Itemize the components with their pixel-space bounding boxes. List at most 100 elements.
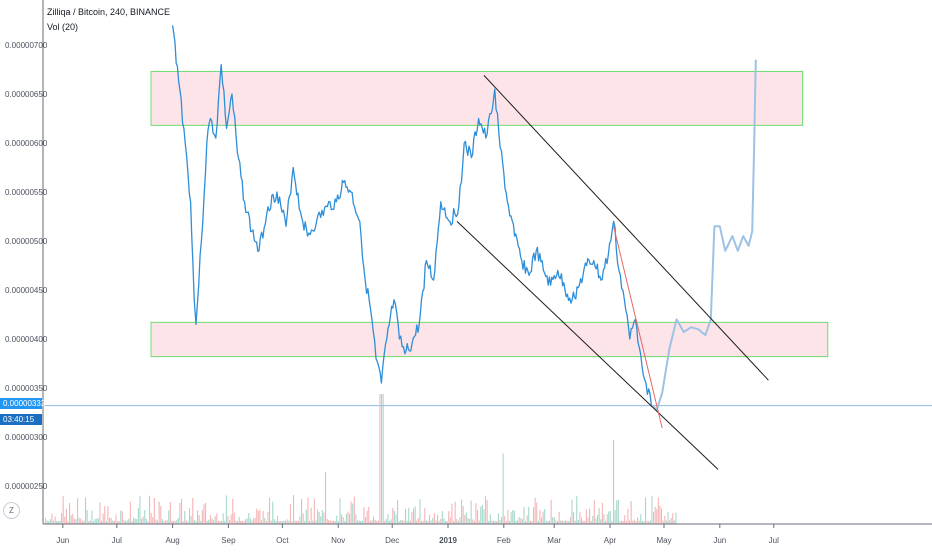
volume-bar bbox=[365, 517, 367, 524]
volume-bar bbox=[641, 521, 643, 524]
volume-bar bbox=[571, 499, 573, 524]
volume-bar bbox=[485, 495, 487, 524]
volume-bar bbox=[331, 520, 333, 524]
x-tick-label: Jun bbox=[713, 536, 726, 545]
volume-bar bbox=[648, 520, 650, 524]
volume-bar bbox=[233, 512, 235, 524]
volume-bar bbox=[163, 521, 165, 524]
volume-bar bbox=[361, 520, 363, 524]
volume-bar bbox=[160, 506, 162, 524]
volume-bar bbox=[582, 520, 584, 524]
volume-bar bbox=[259, 509, 261, 524]
volume-bar bbox=[45, 517, 47, 524]
volume-bar bbox=[520, 518, 522, 524]
volume-indicator-label[interactable]: Vol (20) bbox=[47, 22, 79, 32]
volume-bar bbox=[208, 519, 210, 524]
volume-bar bbox=[336, 515, 338, 524]
volume-bar bbox=[557, 520, 559, 524]
volume-bar bbox=[99, 502, 101, 524]
volume-bar bbox=[169, 502, 171, 524]
volume-bar bbox=[664, 515, 666, 524]
volume-bar bbox=[613, 439, 615, 524]
volume-bar bbox=[629, 520, 631, 524]
volume-bar bbox=[510, 512, 512, 524]
projection-line bbox=[650, 59, 757, 411]
volume-bar bbox=[558, 511, 560, 524]
zone-rect bbox=[150, 321, 829, 358]
volume-bar bbox=[480, 506, 482, 524]
volume-bar bbox=[609, 510, 611, 524]
volume-bar bbox=[371, 520, 373, 524]
volume-bar bbox=[65, 509, 67, 524]
volume-bar bbox=[659, 505, 661, 524]
volume-bar bbox=[467, 517, 469, 524]
volume-bar bbox=[528, 506, 530, 524]
volume-bar bbox=[534, 497, 536, 524]
volume-bar bbox=[224, 520, 226, 524]
volume-bar bbox=[523, 507, 525, 524]
volume-bar bbox=[109, 517, 111, 524]
volume-bar bbox=[483, 509, 485, 524]
volume-bar bbox=[670, 518, 672, 524]
volume-bar bbox=[216, 513, 218, 524]
y-tick-label: 0.00000350 bbox=[5, 384, 48, 393]
y-tick-label: 0.00000300 bbox=[5, 433, 48, 442]
volume-bar bbox=[205, 502, 207, 524]
volume-bar bbox=[326, 518, 328, 524]
volume-bar bbox=[296, 521, 298, 524]
volume-bar bbox=[542, 511, 544, 524]
volume-bar bbox=[96, 518, 98, 524]
volume-bar bbox=[57, 521, 59, 524]
volume-bar bbox=[221, 521, 223, 524]
volume-bar bbox=[53, 520, 55, 524]
volume-bar bbox=[333, 521, 335, 524]
volume-bar bbox=[134, 518, 136, 524]
volume-bar bbox=[112, 520, 114, 524]
volume-bar bbox=[421, 521, 423, 524]
volume-bar bbox=[128, 518, 130, 524]
volume-bar bbox=[56, 521, 58, 524]
countdown-badge: 03:40:15 bbox=[0, 414, 42, 425]
volume-bar bbox=[457, 520, 459, 524]
volume-bar bbox=[261, 520, 263, 524]
volume-bar bbox=[325, 472, 327, 524]
volume-bar bbox=[585, 509, 587, 524]
volume-bar bbox=[83, 520, 85, 524]
volume-bar bbox=[550, 499, 552, 524]
volume-bar bbox=[46, 520, 48, 524]
volume-bar bbox=[241, 520, 243, 524]
volume-bar bbox=[197, 510, 199, 524]
volume-bar bbox=[144, 510, 146, 524]
volume-bar bbox=[521, 519, 523, 524]
volume-bar bbox=[297, 521, 299, 524]
volume-bar bbox=[417, 518, 419, 524]
volume-bar bbox=[281, 521, 283, 524]
volume-bar bbox=[219, 521, 221, 524]
volume-bar bbox=[625, 521, 627, 524]
x-tick-label: Feb bbox=[497, 536, 511, 545]
volume-bar bbox=[565, 520, 567, 524]
volume-bar bbox=[422, 520, 424, 524]
volume-bar bbox=[269, 497, 271, 524]
volume-bar bbox=[304, 520, 306, 524]
volume-bar bbox=[62, 496, 64, 524]
volume-bar bbox=[78, 517, 80, 524]
volume-bar bbox=[120, 510, 122, 524]
volume-bar bbox=[70, 515, 72, 524]
volume-bar bbox=[313, 498, 315, 524]
volume-bar bbox=[166, 520, 168, 524]
symbol-title[interactable]: Zilliqa / Bitcoin, 240, BINANCE bbox=[47, 7, 171, 17]
volume-bar bbox=[64, 516, 66, 524]
volume-bar bbox=[633, 519, 635, 524]
x-tick-label: Aug bbox=[165, 536, 179, 545]
tradingview-logo-icon[interactable]: Z bbox=[3, 502, 20, 519]
volume-bar bbox=[435, 520, 437, 524]
volume-bar bbox=[145, 518, 147, 524]
volume-bar bbox=[368, 506, 370, 524]
volume-bar bbox=[230, 514, 232, 524]
volume-bar bbox=[537, 521, 539, 524]
volume-bar bbox=[317, 509, 319, 524]
volume-bar bbox=[419, 499, 421, 524]
volume-bar bbox=[600, 519, 602, 524]
